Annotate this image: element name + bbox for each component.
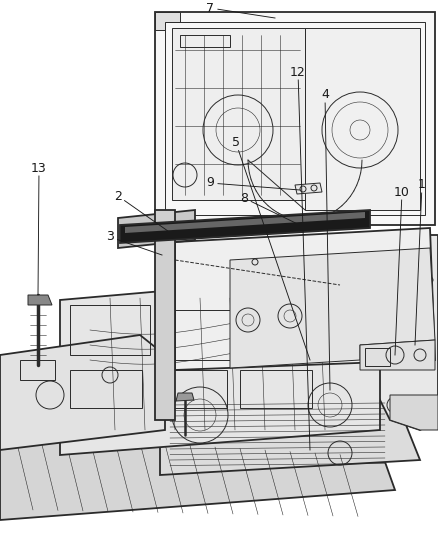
Polygon shape [160,385,420,475]
Polygon shape [0,335,165,450]
Text: 4: 4 [321,88,329,101]
Bar [180,35,230,47]
Text: 12: 12 [290,66,306,78]
Text: 1: 1 [418,179,426,191]
Text: 8: 8 [240,191,248,205]
Polygon shape [305,28,420,210]
Polygon shape [175,228,435,370]
Polygon shape [0,405,395,520]
Polygon shape [28,295,52,305]
Text: 2: 2 [114,190,122,203]
Polygon shape [155,210,175,420]
Bar [165,310,245,360]
Text: 7: 7 [206,2,214,14]
Bar [155,370,227,408]
Polygon shape [155,12,435,225]
Polygon shape [230,248,435,368]
Polygon shape [176,393,194,401]
Bar [70,305,150,355]
Polygon shape [118,210,195,248]
Text: 3: 3 [106,230,114,244]
Text: 13: 13 [31,161,47,174]
Polygon shape [370,235,438,430]
Polygon shape [155,12,180,30]
Bar [20,360,55,380]
Polygon shape [360,340,435,370]
Text: 10: 10 [394,185,410,198]
Bar [70,370,142,408]
Polygon shape [60,272,380,455]
Polygon shape [125,212,365,233]
Text: 9: 9 [206,176,214,190]
Polygon shape [172,28,305,200]
Text: 5: 5 [232,136,240,149]
Polygon shape [390,395,438,430]
Polygon shape [295,183,322,194]
Bar [365,348,390,366]
Bar [240,370,312,408]
Polygon shape [120,210,370,243]
